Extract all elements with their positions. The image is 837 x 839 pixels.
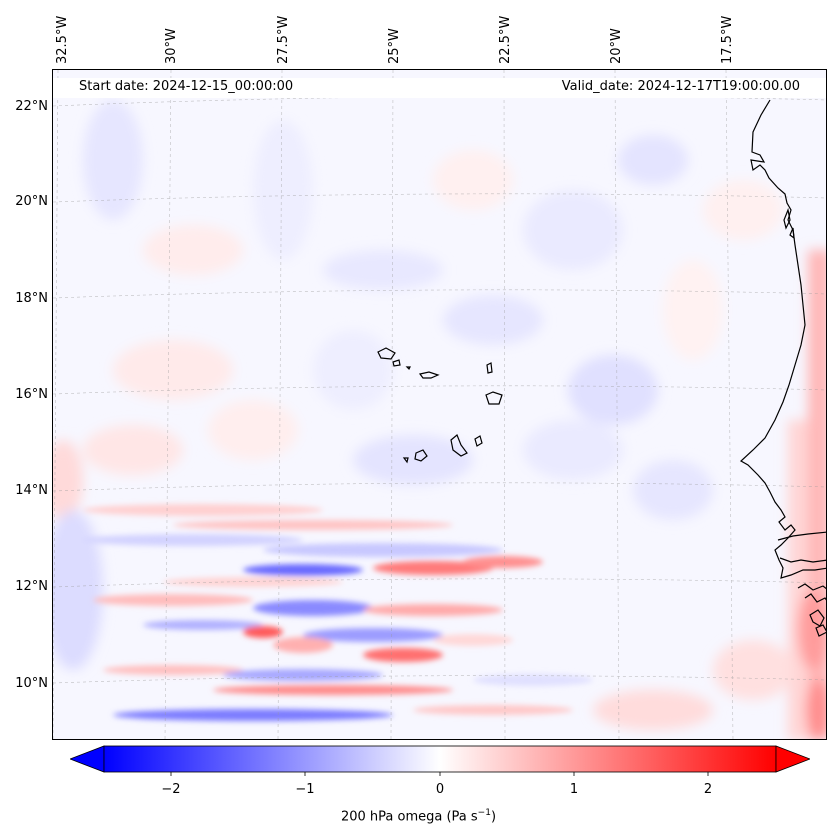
start-date-text: Start date: 2024-12-15_00:00:00	[77, 79, 296, 94]
graticule	[53, 70, 826, 739]
island-santiago	[450, 434, 468, 457]
island-sao-nicolau	[418, 371, 440, 379]
island-maio	[474, 435, 483, 447]
colorbar-min-extend-arrow	[70, 745, 105, 773]
lat-label-10n: 10°N	[15, 676, 48, 691]
colorbar-tick-label: 0	[435, 782, 445, 797]
lat-label-14n: 14°N	[15, 483, 48, 498]
colorbar-tick-label: 2	[703, 782, 713, 797]
colorbar-title: 200 hPa omega (Pa s−1)	[0, 808, 837, 824]
island-sao-vicente	[392, 359, 401, 367]
colorbar-tick-label: −1	[295, 782, 315, 797]
colorbar-tick-label: −2	[161, 782, 181, 797]
colorbar-max-extend-arrow	[775, 745, 810, 773]
lon-label-27-5w: 27.5°W	[276, 15, 291, 64]
lon-label-30w: 30°W	[164, 28, 179, 64]
west-africa-coastline	[739, 99, 826, 579]
lat-label-12n: 12°N	[15, 579, 48, 594]
gambia-senegal-coast	[777, 531, 826, 541]
colorbar-title-exponent: −1	[477, 808, 491, 818]
lat-label-20n: 20°N	[15, 194, 48, 209]
island-boa-vista	[485, 391, 503, 405]
lon-label-32-5w: 32.5°W	[55, 15, 70, 64]
guinea-bissau-coast	[779, 557, 826, 637]
lon-label-25w: 25°W	[387, 28, 402, 64]
colorbar-title-main: 200 hPa omega (Pa s	[340, 809, 478, 825]
lat-label-18n: 18°N	[15, 291, 48, 306]
valid-date-text: Valid_date: 2024-12-17T19:00:00.00	[559, 79, 802, 94]
colorbar-title-end: )	[490, 809, 497, 825]
lon-label-22-5w: 22.5°W	[498, 15, 513, 64]
lon-label-20w: 20°W	[609, 28, 624, 64]
map-panel	[52, 69, 827, 740]
island-santa-luzia	[405, 366, 411, 371]
island-brava	[402, 457, 409, 464]
lon-label-17-5w: 17.5°W	[720, 15, 735, 64]
colorbar-gradient	[103, 745, 777, 773]
lat-label-22n: 22°N	[15, 99, 48, 114]
island-sal	[486, 362, 493, 374]
island-fogo	[414, 449, 428, 462]
dakhla-peninsula	[783, 207, 795, 240]
eastern-red-band	[593, 250, 826, 739]
southern-banded-anomalies	[83, 504, 593, 721]
island-santo-antao	[377, 347, 396, 360]
omega-field-map	[53, 70, 826, 739]
colorbar	[70, 745, 810, 776]
weak-anomaly-patches	[53, 100, 783, 670]
colorbar-tick-label: 1	[569, 782, 579, 797]
cabo-verde-islands	[377, 347, 503, 464]
lat-label-16n: 16°N	[15, 387, 48, 402]
